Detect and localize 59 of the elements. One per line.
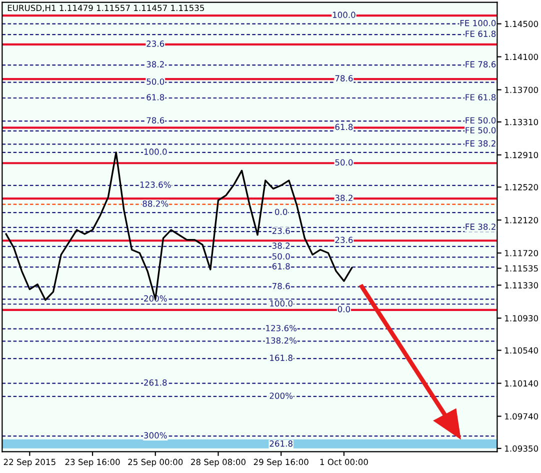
annotation: 123.6%: [266, 324, 297, 332]
annotation: 100.0: [332, 12, 356, 18]
y-tick-label: 1.09350: [505, 445, 538, 452]
annotation: 38.2: [146, 61, 164, 68]
annotation: 23.6: [146, 40, 164, 47]
y-tick-label: 1.09740: [505, 413, 538, 420]
annotation: FE 100.0: [460, 20, 496, 26]
annotation: 61.8: [146, 94, 164, 100]
y-tick-label: 1.13310: [505, 118, 538, 126]
y-tick-label: 1.12120: [505, 217, 538, 224]
annotation: 300%: [144, 432, 167, 438]
y-tick-label: 1.14100: [505, 54, 538, 60]
y-tick-label: 1.13700: [505, 86, 538, 94]
y-tick-label: 1.10930: [505, 315, 538, 322]
annotation: 61.8: [335, 124, 353, 130]
annotation: FE 50.0: [466, 127, 496, 134]
x-tick-label: 22 Sep 2015: [4, 458, 56, 467]
annotation: 123.6%: [140, 182, 171, 188]
annotation: 88.2%: [142, 200, 168, 207]
x-tick-label: 23 Sep 16:00: [65, 458, 120, 467]
annotation: FE 61.8: [466, 94, 496, 100]
annotation: 0.0: [338, 306, 350, 312]
annotation: FE 61.8: [466, 30, 496, 37]
annotation: 38.2: [272, 242, 290, 249]
annotation: FE 38.2: [466, 224, 496, 230]
annotation: 78.6: [146, 117, 164, 124]
y-tick-label: 1.14500: [505, 20, 538, 28]
annotation: 138.2%: [266, 337, 297, 344]
y-tick-label: 1.11535: [505, 265, 538, 272]
y-tick-label: 1.10540: [505, 347, 538, 354]
x-tick-label: 1 Oct 00:00: [320, 458, 368, 466]
x-tick-label: 28 Sep 08:00: [191, 458, 246, 467]
x-tick-label: 25 Sep 00:00: [128, 458, 183, 467]
x-tick-label: 29 Sep 16:00: [254, 458, 308, 467]
annotation: 100.0: [144, 148, 167, 155]
annotation: FE 38.2: [466, 140, 496, 147]
annotation: 50.0: [272, 253, 290, 260]
y-tick-label: 1.11720: [505, 250, 538, 256]
annotation: 61.8: [272, 263, 290, 270]
annotation: FE 78.6: [466, 61, 496, 68]
annotation: 100.0: [270, 300, 292, 307]
y-tick-label: 1.12910: [505, 152, 538, 158]
annotation: 50.0: [146, 78, 164, 85]
annotation: 261.8: [270, 440, 292, 447]
annotation: 200%: [270, 392, 293, 399]
annotation: 161.8: [270, 354, 292, 361]
y-tick-label: 1.12520: [505, 184, 538, 190]
annotation: 261.8: [144, 379, 167, 386]
annotation: 38.2: [335, 194, 352, 202]
annotation: 23.6: [335, 236, 353, 244]
annotation: 78.6: [272, 282, 290, 290]
annotation: FE 50.0: [466, 117, 496, 124]
chart-title: EURUSD,H1 1.11479 1.11557 1.11457 1.11535: [8, 4, 204, 12]
y-tick-label: 1.11330: [505, 282, 538, 288]
annotation: 50.0: [335, 159, 353, 166]
annotation: 23.6: [272, 228, 290, 234]
annotation: 78.6: [335, 75, 353, 82]
annotation: 0.0: [275, 208, 288, 216]
y-tick-label: 1.10140: [505, 380, 538, 387]
